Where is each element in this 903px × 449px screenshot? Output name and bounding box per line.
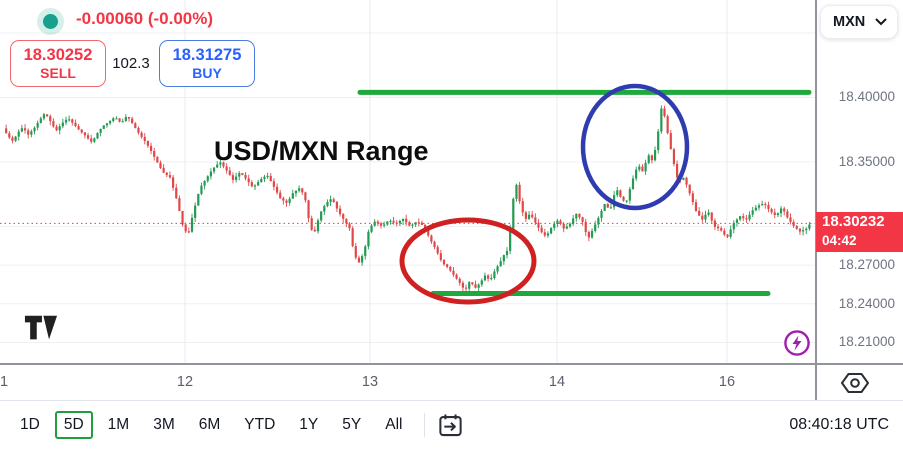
time-tick: 12: [176, 374, 194, 390]
buy-label: BUY: [192, 64, 222, 81]
time-axis[interactable]: 1 12 13 14 16: [0, 364, 815, 400]
range-button-3m[interactable]: 3M: [153, 416, 175, 433]
scale-settings-button[interactable]: [840, 370, 872, 398]
range-button-1m[interactable]: 1M: [107, 416, 130, 433]
buy-button[interactable]: 18.31275 BUY: [159, 40, 255, 87]
date-range-switcher: 1D 5D 1M 3M 6M YTD 1Y 5Y All: [8, 409, 414, 441]
last-price-badge: 18.30232 04:42: [816, 212, 903, 253]
price-tick: 18.21000: [838, 334, 895, 350]
currency-label: MXN: [833, 14, 866, 30]
sell-button[interactable]: 18.30252 SELL: [10, 40, 106, 87]
market-status-icon: [37, 8, 64, 35]
sell-price: 18.30252: [23, 45, 93, 64]
range-button-1y[interactable]: 1Y: [299, 416, 319, 433]
consolidation-low-circle: [399, 217, 537, 305]
candlestick-chart[interactable]: [0, 0, 816, 363]
sell-label: SELL: [40, 64, 76, 81]
price-tick: 18.24000: [838, 295, 895, 311]
time-tick: 13: [361, 374, 379, 390]
time-tick: 16: [718, 374, 736, 390]
range-button-ytd[interactable]: YTD: [244, 416, 276, 433]
price-tick: 18.40000: [838, 89, 895, 105]
price-tick: 18.27000: [838, 257, 895, 273]
currency-dropdown[interactable]: MXN: [820, 5, 898, 39]
calendar-arrow-icon: [439, 413, 463, 436]
range-button-5y[interactable]: 5Y: [342, 416, 362, 433]
time-tick: 14: [548, 374, 566, 390]
chevron-down-icon: [875, 18, 887, 26]
chart-annotation-title: USD/MXN Range: [214, 136, 429, 166]
chart-pane[interactable]: [0, 0, 816, 363]
price-axis[interactable]: 18.40000 18.35000 18.27000 18.24000 18.21000: [816, 0, 903, 363]
axis-divider-horizontal: [0, 363, 903, 365]
time-tick: 1: [0, 374, 9, 390]
breakout-high-circle: [580, 83, 690, 211]
range-button-all[interactable]: All: [385, 416, 403, 433]
range-button-1d[interactable]: 1D: [20, 416, 40, 433]
axis-divider-vertical: [815, 0, 817, 400]
gear-icon: [841, 373, 869, 393]
bar-countdown: 04:42: [822, 233, 857, 249]
price-change-text: -0.00060 (-0.00%): [76, 9, 214, 28]
tradingview-logo-icon[interactable]: [24, 311, 58, 345]
utc-clock: 08:40:18 UTC: [789, 416, 889, 433]
range-button-6m[interactable]: 6M: [198, 416, 221, 433]
buy-price: 18.31275: [172, 45, 242, 64]
bottom-toolbar: 1D 5D 1M 3M 6M YTD 1Y 5Y All 08:40:18 UTC: [0, 401, 903, 449]
price-tick: 18.35000: [838, 153, 895, 169]
range-button-5d[interactable]: 5D: [54, 411, 93, 439]
toolbar-divider: [0, 400, 903, 401]
go-to-date-button[interactable]: [437, 412, 464, 439]
last-price-value: 18.30232: [822, 213, 885, 231]
boost-lightning-icon[interactable]: [783, 329, 811, 357]
spread-value: 102.3: [112, 55, 150, 72]
toolbar-separator: [424, 413, 426, 437]
